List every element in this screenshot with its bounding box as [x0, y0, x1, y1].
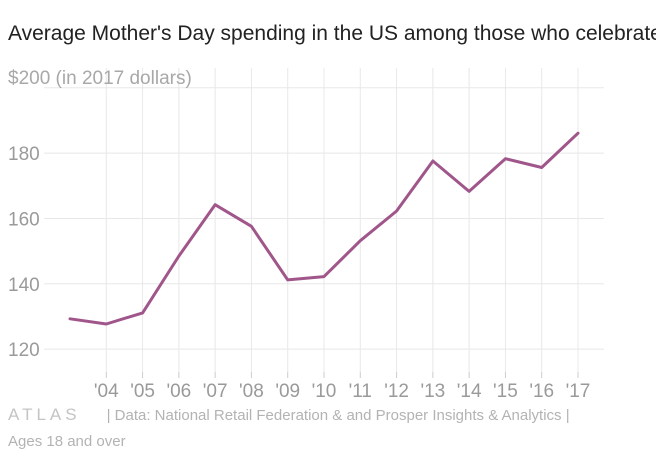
- data-point[interactable]: [429, 157, 437, 165]
- x-tick-label: '06: [166, 381, 191, 400]
- y-tick-label: 180: [8, 144, 40, 165]
- series-line: [68, 131, 580, 326]
- y-tick-label: 140: [8, 275, 40, 296]
- data-point[interactable]: [574, 129, 582, 137]
- x-tick-label: '17: [566, 381, 591, 400]
- gridlines: [44, 68, 604, 372]
- x-tick-label: '10: [312, 381, 337, 400]
- y-tick-label: 120: [8, 340, 40, 361]
- x-tick-label: '07: [203, 381, 228, 400]
- x-tick-label: '11: [349, 381, 372, 400]
- data-point[interactable]: [66, 315, 74, 323]
- data-point[interactable]: [175, 252, 183, 260]
- x-tick-label: '14: [457, 381, 482, 400]
- data-point[interactable]: [538, 164, 546, 172]
- x-tick-label: '04: [94, 381, 119, 400]
- data-point[interactable]: [284, 276, 292, 284]
- series-group: [66, 129, 582, 328]
- data-point[interactable]: [501, 155, 509, 163]
- x-tick-label: '09: [275, 381, 300, 400]
- footer: ATLAS | Data: National Retail Federation …: [8, 402, 648, 455]
- footnote: Ages 18 and over: [8, 433, 126, 450]
- data-point[interactable]: [356, 237, 364, 245]
- x-tick-label: '05: [130, 381, 155, 400]
- data-point[interactable]: [465, 187, 473, 195]
- y-axis-top-label: $200 (in 2017 dollars): [8, 68, 192, 89]
- data-point[interactable]: [211, 201, 219, 209]
- data-point[interactable]: [139, 309, 147, 317]
- x-tick-label: '13: [420, 381, 445, 400]
- x-tick-label: '12: [384, 381, 409, 400]
- data-point[interactable]: [393, 207, 401, 215]
- source-credit: | Data: National Retail Federation & and…: [106, 407, 570, 424]
- y-tick-label: 160: [8, 209, 40, 230]
- x-axis-ticks: '04 '05 '06 '07 '08 '09 '10 '11 '12 '13 '14 '15 '16 '…: [94, 372, 590, 400]
- x-tick-label: '08: [239, 381, 264, 400]
- x-tick-label: '16: [529, 381, 554, 400]
- atlas-logo[interactable]: ATLAS: [8, 405, 81, 424]
- chart-title: Average Mother's Day spending in the US …: [8, 22, 656, 45]
- data-point[interactable]: [320, 273, 328, 281]
- line-chart: 120 140 160 180 '04 '05 '06 '07 '08 '09 '10 '11 '12…: [8, 68, 604, 400]
- data-point[interactable]: [247, 222, 255, 230]
- y-axis-ticks: 120 140 160 180: [8, 144, 40, 361]
- x-tick-label: '15: [493, 381, 518, 400]
- data-point[interactable]: [102, 320, 110, 328]
